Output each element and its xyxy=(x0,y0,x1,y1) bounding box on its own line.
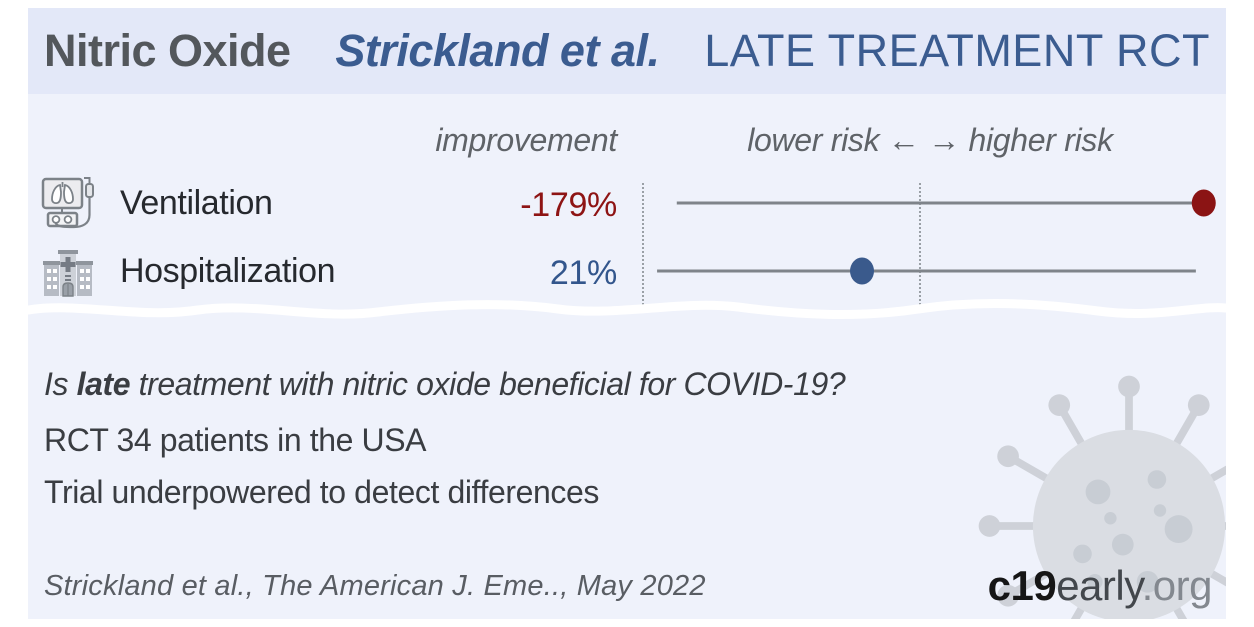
stage-label: LATE TREATMENT RCT xyxy=(704,25,1210,76)
hospital-icon xyxy=(43,250,93,297)
effect-dot-hospitalization xyxy=(850,257,875,285)
ventilator-icon xyxy=(41,177,94,229)
outcome-label: Ventilation xyxy=(120,183,273,222)
card-body: improvement lower risk ← → higher risk xyxy=(28,94,1226,619)
author-title: Strickland et al. xyxy=(335,25,660,76)
citation-text: Strickland et al., The American J. Eme..… xyxy=(44,570,706,602)
question-suffix: treatment with nitric oxide beneficial f… xyxy=(130,366,846,402)
coronavirus-image xyxy=(978,375,1226,619)
improvement-value-ventilation: -179% xyxy=(520,186,617,224)
outcome-label: Hospitalization xyxy=(120,251,336,290)
logo-part-early: early xyxy=(1056,562,1142,609)
improvement-value-hospitalization: 21% xyxy=(549,254,617,292)
study-card: Nitric Oxide Strickland et al. LATE TREA… xyxy=(28,8,1226,619)
effect-dot-ventilation xyxy=(1191,189,1216,217)
logo-part-c19: c19 xyxy=(987,562,1057,609)
outcome-row-ventilation: Ventilation xyxy=(40,175,273,231)
question-prefix: Is xyxy=(44,366,77,402)
treatment-title: Nitric Oxide xyxy=(44,25,291,76)
question-stage-word: late xyxy=(76,366,131,402)
study-fact-population: RCT 34 patients in the USA xyxy=(44,422,427,458)
improvement-column-header: improvement xyxy=(435,122,617,158)
study-fact-power: Trial underpowered to detect differences xyxy=(44,474,600,510)
risk-axis-header: lower risk ← → higher risk xyxy=(747,122,1113,158)
logo-part-org: .org xyxy=(1141,562,1213,609)
wavy-divider xyxy=(28,298,1226,320)
card-header: Nitric Oxide Strickland et al. LATE TREA… xyxy=(28,8,1226,94)
study-question: Is late treatment with nitric oxide bene… xyxy=(44,366,846,403)
c19early-logo-link[interactable]: c19early.org xyxy=(987,562,1213,610)
outcome-row-hospitalization: Hospitalization xyxy=(40,243,336,299)
